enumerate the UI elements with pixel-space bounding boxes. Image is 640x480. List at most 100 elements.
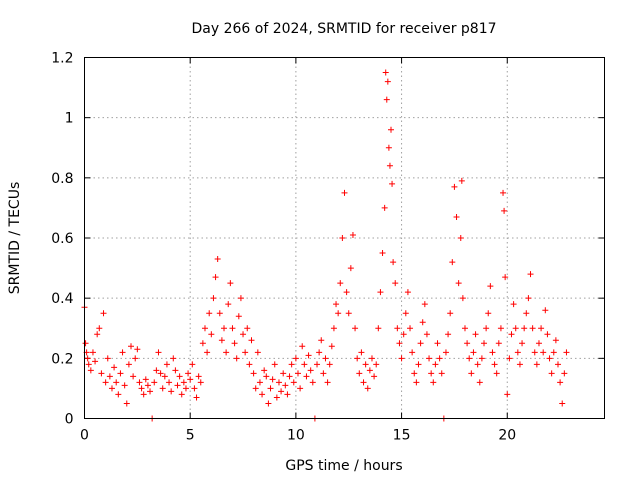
data-point [512, 325, 519, 332]
data-point [557, 379, 564, 386]
data-point [501, 207, 508, 214]
data-point [138, 385, 145, 392]
data-point [225, 301, 232, 308]
data-point [383, 96, 390, 103]
data-point [235, 313, 242, 320]
chart-title: Day 266 of 2024, SRMTID for receiver p81… [191, 21, 496, 37]
data-point [320, 370, 327, 377]
data-point [360, 379, 367, 386]
data-point [330, 325, 337, 332]
data-point [282, 382, 289, 389]
data-point [521, 325, 528, 332]
data-point [326, 361, 333, 368]
data-point [180, 379, 187, 386]
data-point [94, 331, 101, 338]
y-tick-label: 0.6 [51, 231, 73, 247]
data-point [491, 361, 498, 368]
data-point [510, 301, 517, 308]
data-point [535, 340, 542, 347]
data-point [242, 349, 249, 356]
data-point [559, 400, 566, 407]
data-point [554, 361, 561, 368]
data-point [252, 385, 259, 392]
data-point [206, 310, 213, 317]
data-point [134, 346, 141, 353]
data-point [354, 355, 361, 362]
data-point [442, 349, 449, 356]
data-point [106, 373, 113, 380]
data-point [210, 295, 217, 302]
data-point [339, 235, 346, 241]
data-point [352, 325, 359, 332]
data-point [195, 373, 202, 380]
data-point [102, 379, 109, 386]
data-point [305, 352, 312, 359]
data-point [280, 370, 287, 377]
data-point [519, 340, 526, 347]
data-point [390, 259, 397, 266]
data-point [187, 376, 194, 383]
data-point [221, 325, 228, 332]
data-point [434, 340, 441, 347]
x-tick-label: 20 [498, 428, 516, 444]
data-point [386, 162, 393, 169]
data-point [294, 370, 301, 377]
data-point [478, 355, 485, 362]
data-point [214, 256, 221, 263]
y-tick-label: 1 [65, 111, 74, 127]
data-point [271, 361, 278, 368]
data-point [540, 349, 547, 356]
data-point [275, 379, 282, 386]
data-point [423, 331, 430, 338]
data-point [189, 361, 196, 368]
data-point [485, 310, 492, 317]
data-point [531, 349, 538, 356]
data-point [506, 355, 513, 362]
data-point [552, 337, 559, 344]
data-point [364, 385, 371, 392]
data-point [514, 349, 521, 356]
data-point [508, 331, 515, 338]
data-point [396, 340, 403, 347]
data-point [468, 370, 475, 377]
data-point [318, 337, 325, 344]
data-point [525, 295, 532, 302]
y-tick-label: 0.8 [51, 171, 73, 187]
data-point [377, 289, 384, 296]
data-point [516, 361, 523, 368]
data-point [409, 349, 416, 356]
data-point [548, 370, 555, 377]
data-point [500, 189, 507, 196]
data-point [113, 379, 120, 386]
y-tick-label: 0 [65, 412, 74, 428]
data-point [398, 355, 405, 362]
data-point [493, 370, 500, 377]
data-point [523, 310, 530, 317]
data-point [237, 295, 244, 302]
data-point [248, 337, 255, 344]
data-point [121, 382, 128, 389]
data-point [373, 361, 380, 368]
data-point [402, 310, 409, 317]
data-point [428, 370, 435, 377]
data-point [451, 183, 458, 190]
data-point [250, 370, 257, 377]
data-point [550, 349, 557, 356]
data-point [111, 364, 118, 371]
data-point [404, 289, 411, 296]
data-point [153, 367, 160, 374]
data-point [389, 180, 396, 187]
data-point [244, 325, 251, 332]
x-tick-label: 15 [393, 428, 411, 444]
data-point [345, 310, 352, 317]
data-point [204, 349, 211, 356]
data-point [333, 301, 340, 308]
data-point [182, 385, 189, 392]
data-point [421, 301, 428, 308]
data-point [394, 325, 401, 332]
data-point [155, 349, 162, 356]
data-point [563, 349, 570, 356]
data-point [240, 331, 247, 338]
data-point [290, 379, 297, 386]
data-point [411, 370, 418, 377]
